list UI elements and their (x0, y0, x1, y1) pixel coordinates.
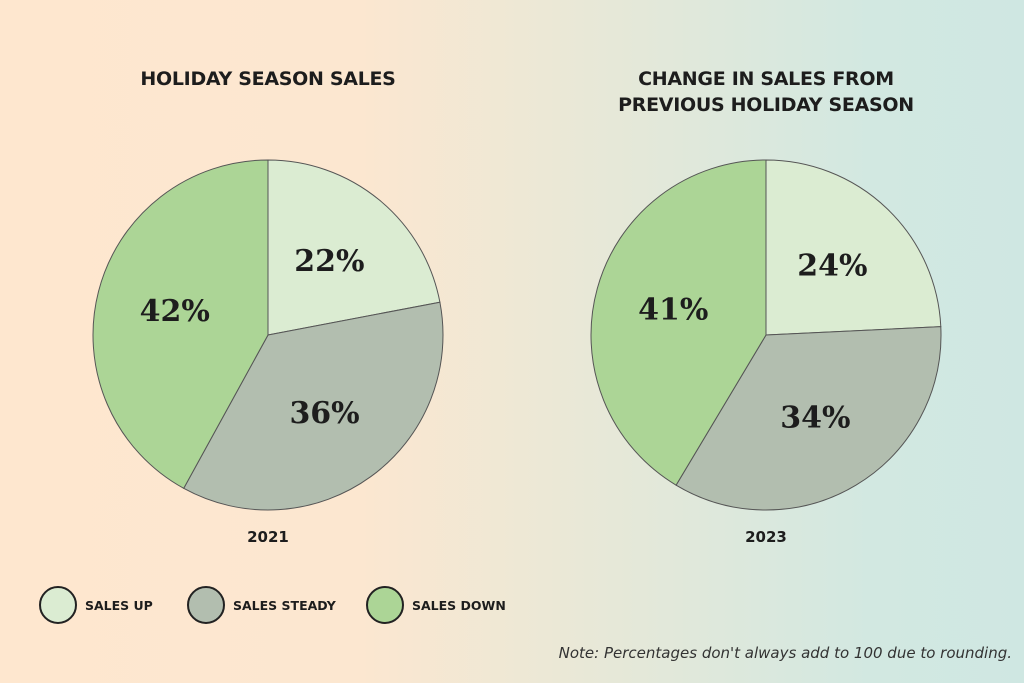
pie-slice-sales-up (765, 159, 942, 336)
legend-label: SALES DOWN (412, 597, 506, 613)
legend-swatch (366, 586, 404, 624)
year-label-2023: 2023 (745, 528, 787, 546)
pie-slice-sales-down (590, 159, 767, 486)
legend-label: SALES UP (85, 597, 153, 613)
pie-slice-sales-steady (183, 301, 444, 511)
legend-sales-down: SALES DOWN (366, 586, 506, 624)
data-label: 22% (294, 244, 364, 279)
year-label-2021: 2021 (247, 528, 289, 546)
data-label: 42% (140, 294, 210, 329)
data-label: 41% (638, 292, 708, 327)
pie-slice-sales-steady (675, 326, 942, 511)
chart-title-2021: HOLIDAY SEASON SALES (140, 68, 396, 90)
data-label: 24% (797, 248, 867, 283)
footnote: Note: Percentages don't always add to 10… (558, 644, 1012, 662)
legend-label: SALES STEADY (233, 597, 336, 613)
pie-slice-sales-down (92, 159, 269, 490)
pie-slice-sales-up (267, 159, 441, 336)
legend-sales-steady: SALES STEADY (187, 586, 336, 624)
data-label: 36% (289, 396, 359, 431)
legend-sales-up: SALES UP (39, 586, 153, 624)
data-label: 34% (780, 401, 850, 436)
chart-title-2023: CHANGE IN SALES FROM PREVIOUS HOLIDAY SE… (618, 68, 914, 116)
legend-swatch (187, 586, 225, 624)
legend-swatch (39, 586, 77, 624)
